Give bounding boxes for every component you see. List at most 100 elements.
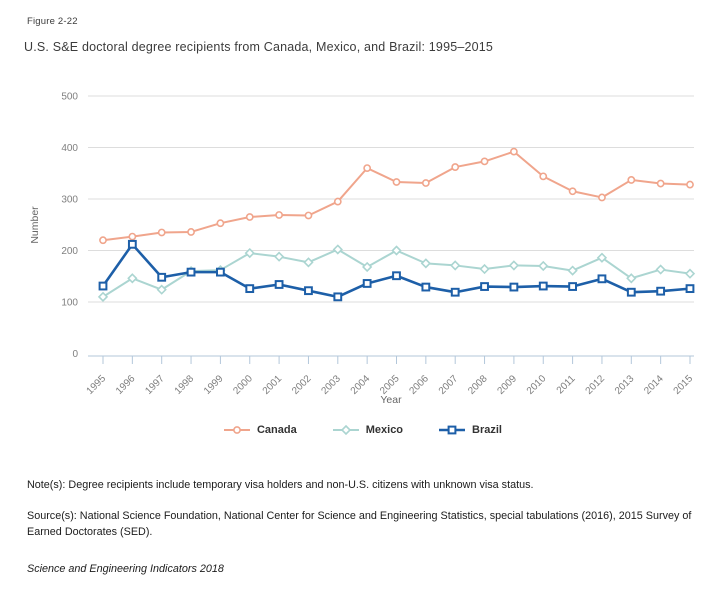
brazil-marker xyxy=(362,279,372,288)
brazil-marker xyxy=(304,286,313,296)
y-tick-label: 100 xyxy=(61,298,78,309)
note-text: Note(s): Degree recipients include tempo… xyxy=(27,479,534,491)
brazil-marker xyxy=(157,272,167,282)
brazil-marker xyxy=(450,287,460,297)
brazil-marker xyxy=(685,284,695,294)
canada-marker xyxy=(421,179,430,187)
canada-marker xyxy=(157,228,166,237)
brazil-marker xyxy=(626,287,636,297)
mexico-marker xyxy=(303,257,314,268)
x-tick-label: 2006 xyxy=(407,373,431,397)
brazil-marker xyxy=(216,267,225,277)
brazil-marker xyxy=(597,274,607,284)
canada-marker xyxy=(510,147,518,156)
y-tick-label: 0 xyxy=(72,349,78,360)
mexico-marker xyxy=(508,260,520,271)
x-tick-label: 2010 xyxy=(525,373,549,397)
brazil-marker xyxy=(480,282,489,291)
canada-marker xyxy=(480,157,489,166)
source-text: Source(s): National Science Foundation, … xyxy=(27,510,692,539)
canada-marker xyxy=(568,187,577,196)
mexico-marker xyxy=(97,291,109,302)
canada-marker xyxy=(686,180,694,189)
x-tick-label: 1997 xyxy=(143,373,167,397)
x-tick-label: 2003 xyxy=(319,373,343,397)
x-tick-label: 2001 xyxy=(261,373,285,397)
brazil-marker xyxy=(333,292,343,302)
x-tick-label: 2013 xyxy=(613,373,637,397)
mexico-marker xyxy=(420,258,431,269)
canada-marker xyxy=(275,211,283,219)
canada-marker xyxy=(99,236,107,245)
mexico-marker xyxy=(538,260,549,272)
mexico-legend-glyph xyxy=(340,424,351,436)
gridlines xyxy=(88,95,694,303)
legend-item-canada[interactable]: Canada xyxy=(222,424,297,436)
canada-legend-glyph xyxy=(233,426,241,434)
y-axis-title: Number xyxy=(29,206,41,244)
mexico-marker xyxy=(362,261,373,273)
canada-marker xyxy=(245,213,254,221)
legend-item-brazil[interactable]: Brazil xyxy=(437,424,502,436)
mexico-marker xyxy=(391,245,402,256)
x-tick-label: 1996 xyxy=(114,373,138,397)
x-tick-label: 2009 xyxy=(496,373,520,397)
mexico-marker xyxy=(479,263,490,275)
x-tick-label: 2014 xyxy=(642,373,666,397)
brazil-marker xyxy=(538,281,548,291)
legend-label-canada: Canada xyxy=(256,424,297,436)
canada-marker xyxy=(656,179,665,188)
brazil-series xyxy=(98,239,695,302)
canada-marker xyxy=(333,197,342,206)
canada-line-circle-marker-icon xyxy=(223,426,250,434)
mexico-marker xyxy=(450,260,461,271)
brazil-marker xyxy=(656,286,666,296)
canada-marker xyxy=(187,228,195,236)
canada-marker xyxy=(304,211,313,220)
x-tick-label: 2012 xyxy=(584,373,608,397)
legend-item-mexico[interactable]: Mexico xyxy=(331,424,403,436)
x-tick-label: 1999 xyxy=(202,373,226,397)
y-axis-tick-labels: 0 100 200 300 400 500 xyxy=(61,92,78,361)
x-tick-label: 2002 xyxy=(290,373,314,397)
legend-label-brazil: Brazil xyxy=(472,424,502,436)
canada-series xyxy=(99,147,694,245)
brazil-marker xyxy=(186,267,196,277)
x-tick-label: 2000 xyxy=(231,373,255,397)
x-tick-label: 2007 xyxy=(437,373,461,397)
x-axis-title: Year xyxy=(380,394,402,406)
chart-title: U.S. S&E doctoral degree recipients from… xyxy=(24,40,494,54)
canada-marker xyxy=(128,232,137,241)
y-tick-label: 400 xyxy=(61,143,78,154)
mexico-marker xyxy=(684,268,696,279)
line-chart: 0 100 200 300 400 500 Number 1995 1996 1997 1998 19… xyxy=(29,92,696,407)
canada-marker xyxy=(216,219,225,228)
attribution-text: Science and Engineering Indicators 2018 xyxy=(27,563,224,575)
legend-label-mexico: Mexico xyxy=(365,424,404,436)
brazil-marker xyxy=(568,282,578,291)
brazil-marker xyxy=(392,271,401,281)
canada-marker xyxy=(598,193,606,202)
x-tick-label: 2011 xyxy=(555,373,578,396)
mexico-marker xyxy=(273,251,285,262)
x-tick-label: 1995 xyxy=(85,373,109,397)
chart-legend: Canada Mexico Brazil xyxy=(0,424,724,436)
mexico-marker xyxy=(156,284,167,295)
figure-label: Figure 2-22 xyxy=(27,16,78,27)
brazil-marker xyxy=(127,239,137,249)
x-tick-label: 2008 xyxy=(466,373,490,397)
mexico-marker xyxy=(567,265,578,276)
x-tick-label: 2004 xyxy=(349,373,373,397)
canada-marker xyxy=(539,172,548,181)
mexico-marker xyxy=(244,247,255,259)
mexico-marker xyxy=(596,252,608,263)
mexico-marker xyxy=(332,244,343,255)
brazil-marker xyxy=(245,284,255,294)
mexico-marker xyxy=(655,264,666,275)
brazil-marker xyxy=(421,282,431,292)
canada-marker xyxy=(392,178,401,186)
canada-marker xyxy=(627,176,636,184)
brazil-legend-glyph xyxy=(447,425,457,435)
x-tick-label: 2015 xyxy=(672,373,696,397)
